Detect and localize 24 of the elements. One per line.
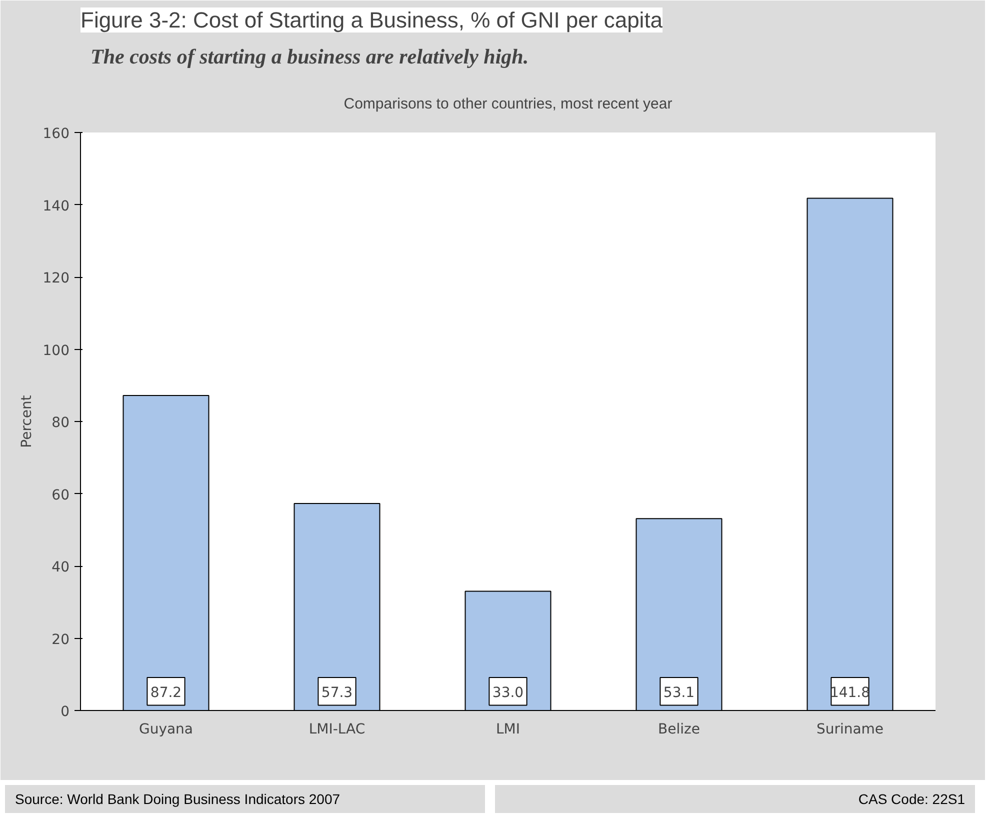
x-tick-label: Belize (658, 722, 700, 738)
x-tick-label: Suriname (816, 722, 884, 738)
y-tick-label: 80 (52, 415, 70, 431)
y-tick-label: 60 (52, 487, 70, 504)
y-tick-label: 40 (52, 560, 70, 576)
data-label: 33.0 (492, 684, 524, 701)
data-label: 57.3 (321, 684, 353, 701)
y-tick-label: 140 (42, 198, 70, 214)
y-tick-label: 160 (42, 126, 70, 142)
y-axis-title: Percent (18, 394, 35, 448)
data-label: 53.1 (663, 684, 695, 701)
text: Comparisons to other countries, most recent year (344, 96, 672, 112)
chart-title: Figure 3-2: Cost of Starting a Business, % of GNI per capita (80, 8, 664, 32)
y-tick-label: 100 (42, 342, 70, 359)
y-tick-label: 20 (52, 632, 70, 648)
text: CAS Code: 22S1 (858, 790, 965, 809)
chart-subtitle: The costs of starting a business are relatively high. (90, 44, 529, 68)
x-tick-label: Guyana (138, 722, 194, 738)
source-note: Source: World Bank Doing Business Indicators 2007 (15, 790, 340, 809)
x-tick-label: LMI (496, 722, 520, 738)
y-tick-label: 0 (60, 704, 70, 720)
y-tick-label: 120 (42, 270, 70, 286)
x-tick-label: LMI-LAC (308, 722, 366, 738)
data-label: 87.2 (150, 684, 182, 701)
